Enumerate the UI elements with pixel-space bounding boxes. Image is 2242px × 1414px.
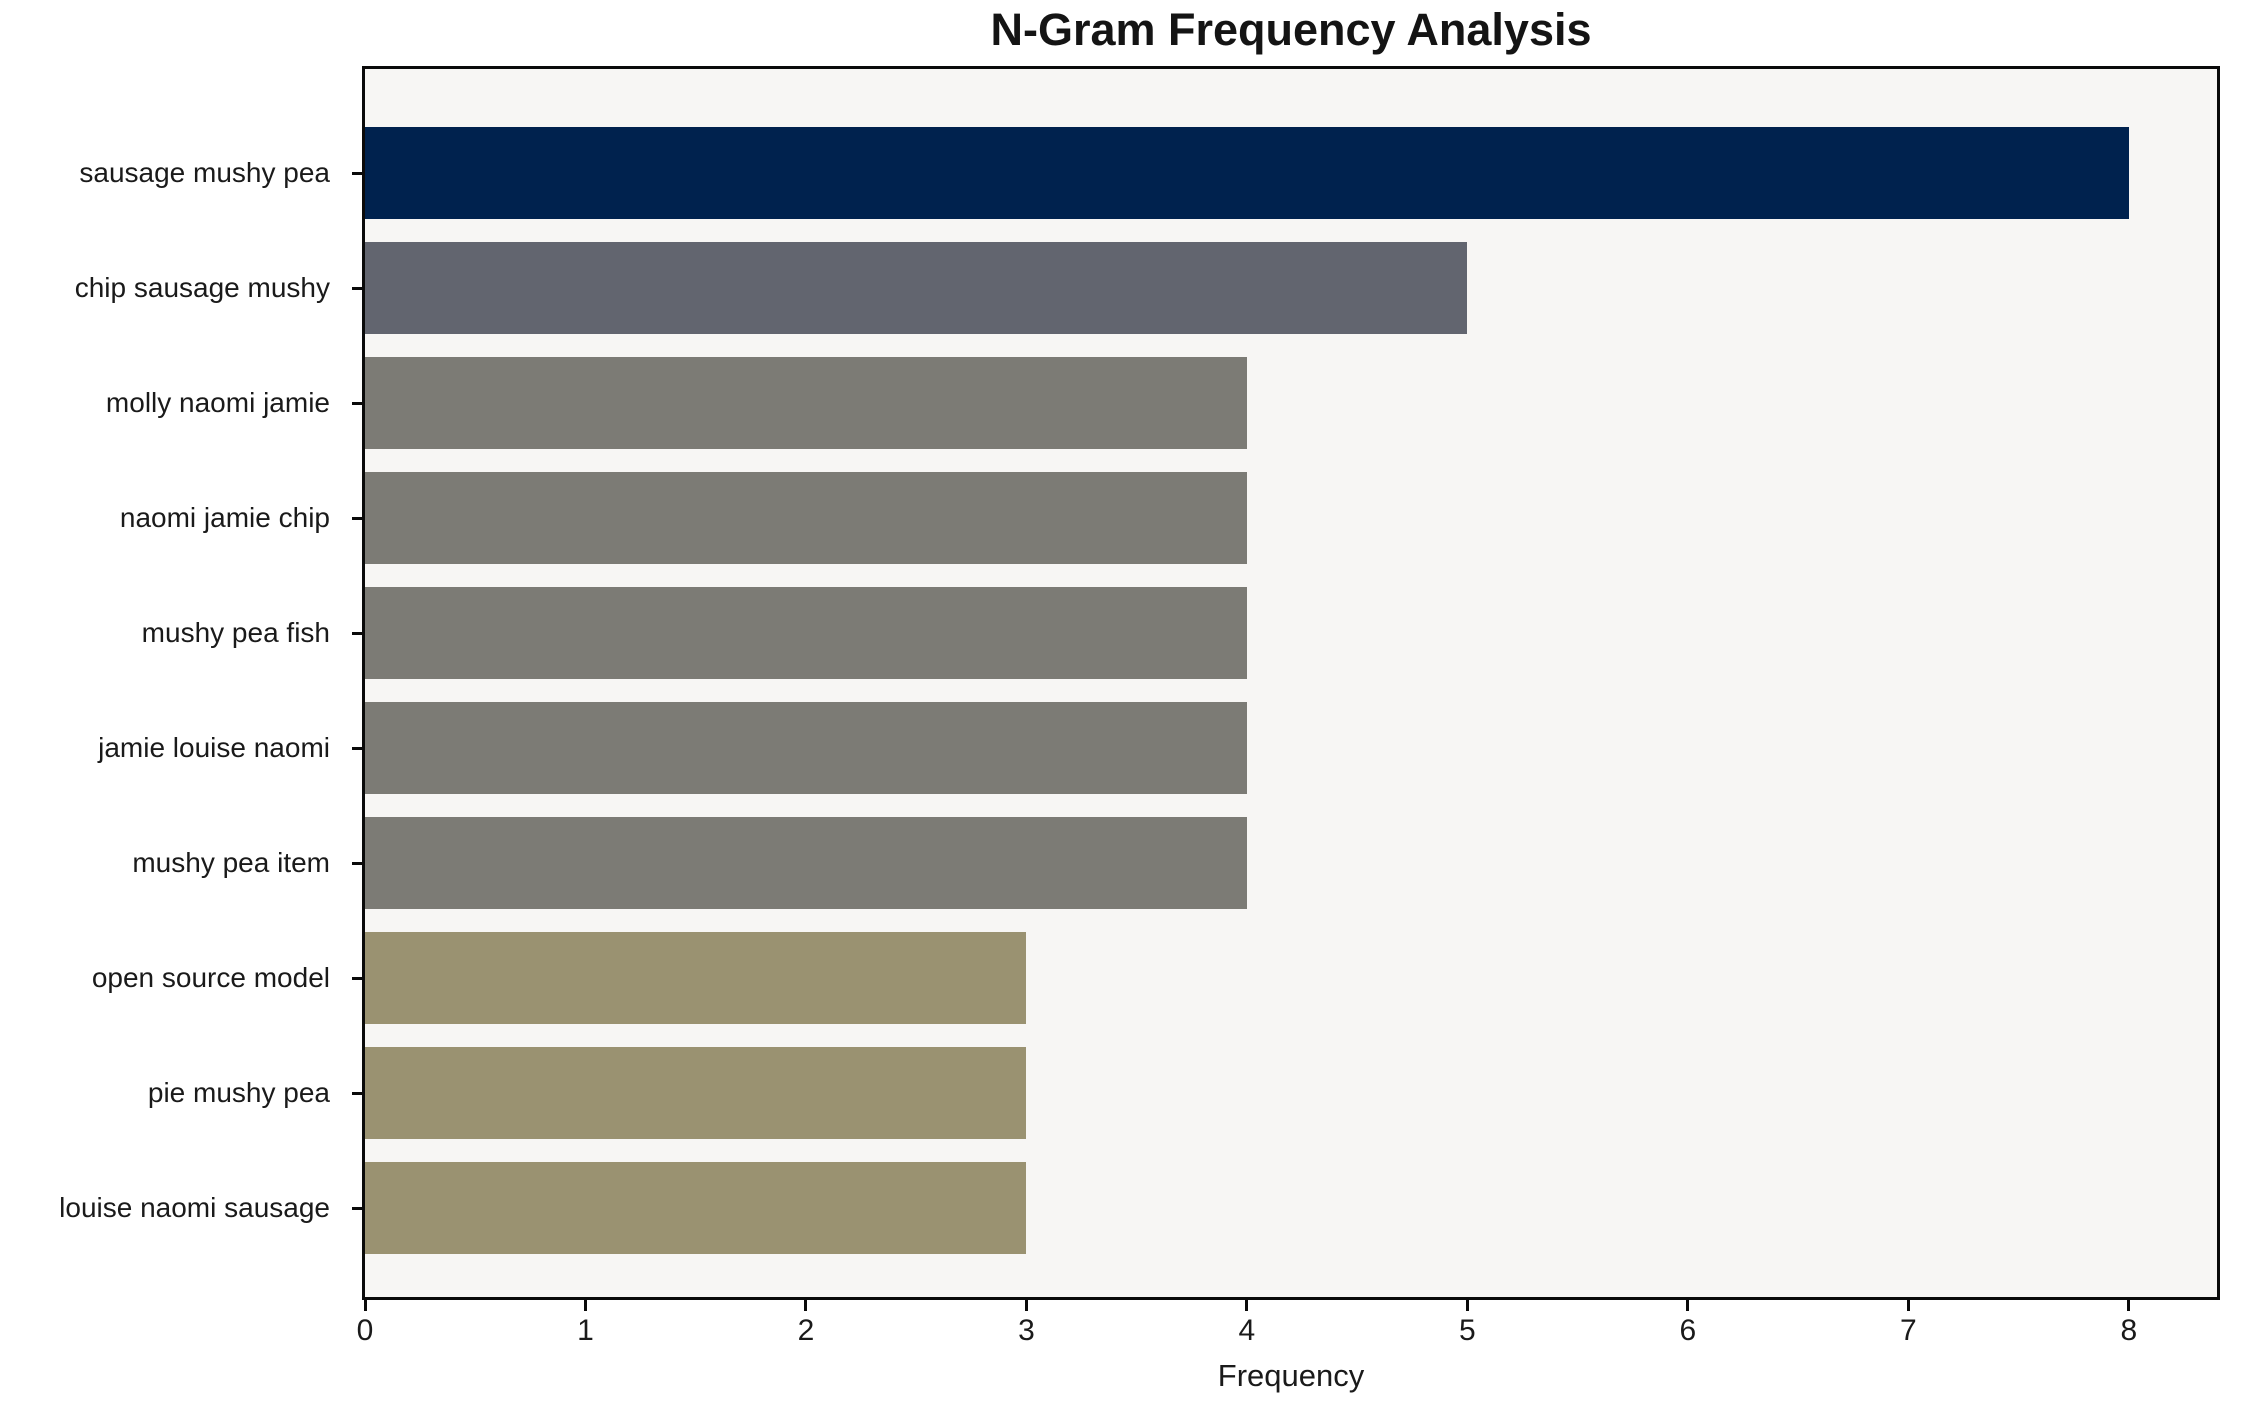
y-tick xyxy=(352,516,362,520)
x-tick-label: 3 xyxy=(1018,1314,1035,1347)
bar xyxy=(365,1047,1027,1139)
x-tick-label: 7 xyxy=(1899,1314,1917,1347)
y-tick xyxy=(352,401,362,405)
bar xyxy=(365,242,1468,334)
x-axis-label: Frequency xyxy=(1217,1358,1365,1393)
x-tick xyxy=(1245,1300,1249,1311)
x-tick xyxy=(2127,1300,2131,1311)
y-tick-label: pie mushy pea xyxy=(147,1077,330,1108)
x-tick xyxy=(363,1300,367,1311)
y-tick xyxy=(352,1091,362,1095)
y-tick-label: naomi jamie chip xyxy=(119,502,330,533)
x-tick-label: 2 xyxy=(797,1314,815,1347)
y-tick-label: molly naomi jamie xyxy=(105,387,330,418)
bar xyxy=(365,932,1027,1024)
y-tick-label: louise naomi sausage xyxy=(59,1192,330,1223)
y-tick-label: jamie louise naomi xyxy=(98,732,330,763)
chart-title: N-Gram Frequency Analysis xyxy=(990,4,1592,55)
x-tick-label: 4 xyxy=(1238,1314,1256,1347)
x-tick xyxy=(583,1300,587,1311)
y-tick xyxy=(352,976,362,980)
y-tick xyxy=(352,746,362,750)
x-tick-label: 6 xyxy=(1679,1314,1697,1347)
bar xyxy=(365,702,1247,794)
bar xyxy=(365,1162,1027,1254)
x-tick-label: 8 xyxy=(2120,1314,2138,1347)
x-tick xyxy=(1024,1300,1028,1311)
bar xyxy=(365,472,1247,564)
x-tick xyxy=(1906,1300,1910,1311)
x-tick-label: 0 xyxy=(356,1314,374,1347)
x-tick xyxy=(1465,1300,1469,1311)
y-tick-label: sausage mushy pea xyxy=(79,157,330,188)
bar xyxy=(365,357,1247,449)
y-tick xyxy=(352,171,362,175)
bar xyxy=(365,127,2129,219)
x-tick-label: 1 xyxy=(577,1314,594,1347)
bar xyxy=(365,587,1247,679)
y-tick-label: open source model xyxy=(91,962,330,993)
x-tick xyxy=(1686,1300,1690,1311)
bar xyxy=(365,817,1247,909)
y-tick xyxy=(352,861,362,865)
y-tick xyxy=(352,631,362,635)
x-tick xyxy=(804,1300,808,1311)
x-tick-label: 5 xyxy=(1459,1314,1476,1347)
y-axis: sausage mushy pea chip sausage mushy molly… xyxy=(0,69,362,1297)
y-tick-label: mushy pea item xyxy=(132,847,330,878)
y-tick xyxy=(352,286,362,290)
y-tick-label: mushy pea fish xyxy=(141,617,330,648)
y-tick-label: chip sausage mushy xyxy=(74,272,330,303)
plot-area xyxy=(362,66,2220,1300)
y-tick xyxy=(352,1206,362,1210)
